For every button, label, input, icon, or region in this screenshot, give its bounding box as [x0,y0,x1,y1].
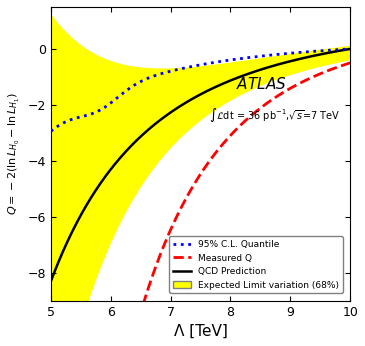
Y-axis label: $Q = -2(\ln L_{H_0} - \ln L_{H_1})$: $Q = -2(\ln L_{H_0} - \ln L_{H_1})$ [7,92,22,215]
Legend: 95% C.L. Quantile, Measured Q, QCD Prediction, Expected Limit variation (68%): 95% C.L. Quantile, Measured Q, QCD Predi… [169,236,343,293]
X-axis label: Λ [TeV]: Λ [TeV] [174,324,227,339]
Text: $\it{ATLAS}$: $\it{ATLAS}$ [237,76,287,92]
Text: $\int\mathcal{L}$dt = 36 pb$^{-1}$,$\sqrt{s}$=7 TeV: $\int\mathcal{L}$dt = 36 pb$^{-1}$,$\sqr… [210,106,341,124]
